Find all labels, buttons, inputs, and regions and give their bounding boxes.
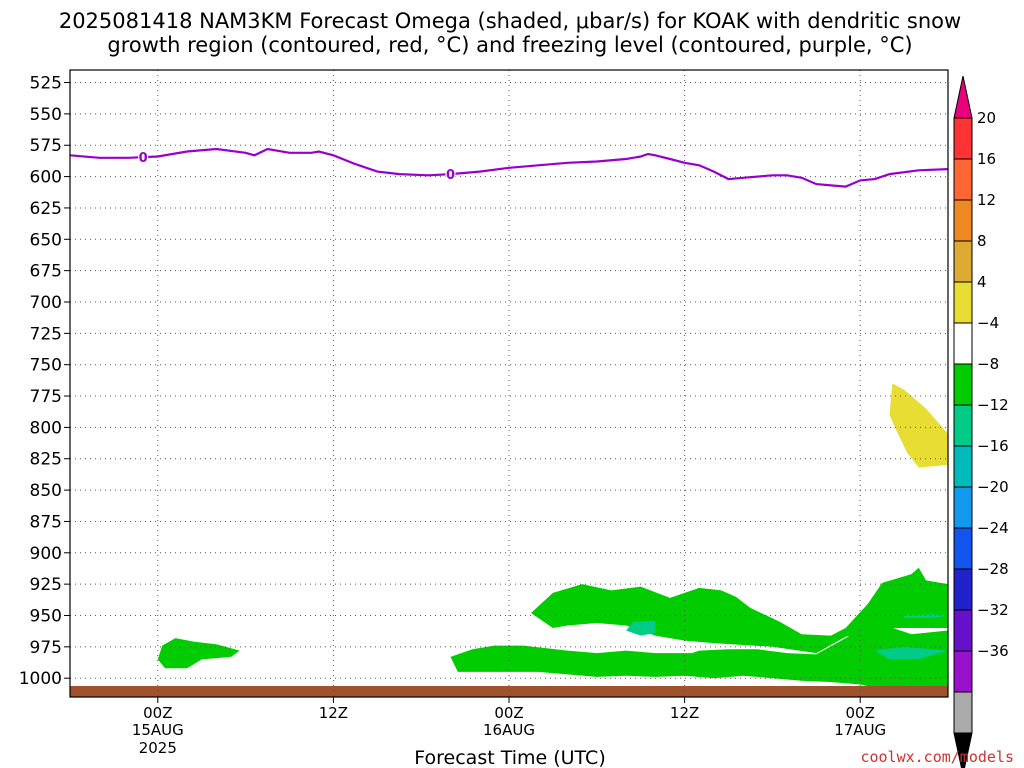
plot-frame bbox=[69, 69, 949, 698]
y-tick-label: 550 bbox=[30, 105, 62, 125]
y-tick-label: 525 bbox=[30, 74, 62, 94]
x-tick-year-label: 2025 bbox=[139, 739, 177, 757]
x-tick-date-label: 16AUG bbox=[483, 721, 535, 739]
x-tick-date-label: 17AUG bbox=[834, 721, 886, 739]
colorbar-label: −36 bbox=[977, 642, 1009, 660]
y-tick-label: 925 bbox=[30, 575, 62, 595]
colorbar-label: −8 bbox=[977, 355, 999, 373]
colorbar-label: 12 bbox=[977, 191, 996, 209]
colorbar-label: −32 bbox=[977, 601, 1009, 619]
terrain-strip bbox=[70, 686, 948, 697]
y-tick-label: 625 bbox=[30, 199, 62, 219]
plot-area: 00 bbox=[69, 69, 949, 698]
y-tick-label: 725 bbox=[30, 324, 62, 344]
omega-region-2 bbox=[531, 567, 948, 654]
y-tick-label: 800 bbox=[30, 418, 62, 438]
chart-title-line2: growth region (contoured, red, °C) and f… bbox=[107, 33, 912, 57]
y-tick-label: 850 bbox=[30, 481, 62, 501]
colorbar-segment bbox=[953, 158, 973, 201]
freezing-level-label: 0 bbox=[139, 151, 148, 166]
colorbar-label: −28 bbox=[977, 560, 1009, 578]
chart-title-line1: 2025081418 NAM3KM Forecast Omega (shaded… bbox=[59, 9, 961, 33]
y-tick-label: 975 bbox=[30, 638, 62, 658]
omega-region-0 bbox=[157, 638, 240, 669]
colorbar-segment bbox=[953, 691, 973, 734]
y-tick-label: 825 bbox=[30, 450, 62, 470]
colorbar-label: −4 bbox=[977, 314, 999, 332]
y-tick-label: 875 bbox=[30, 512, 62, 532]
colorbar-segment bbox=[953, 445, 973, 488]
x-tick-label: 00Z bbox=[846, 704, 875, 722]
x-axis-title: Forecast Time (UTC) bbox=[414, 747, 605, 768]
colorbar-label: −16 bbox=[977, 437, 1009, 455]
colorbar-label: −24 bbox=[977, 519, 1009, 537]
freezing-level-line bbox=[69, 147, 949, 188]
freezing-level-label-bg bbox=[445, 166, 456, 183]
freezing-level-label: 0 bbox=[446, 168, 455, 183]
y-tick-label: 775 bbox=[30, 387, 62, 407]
colorbar-top-tip bbox=[953, 75, 973, 119]
omega-region-1 bbox=[450, 621, 948, 691]
colorbar-segment bbox=[953, 527, 973, 570]
colorbar-segment bbox=[953, 486, 973, 529]
colorbar-segment bbox=[953, 609, 973, 652]
credit-text: coolwx.com/models bbox=[860, 748, 1014, 766]
x-tick-label: 12Z bbox=[670, 704, 699, 722]
colorbar-segment bbox=[953, 650, 973, 693]
x-tick-label: 12Z bbox=[319, 704, 348, 722]
colorbar-segment bbox=[953, 117, 973, 160]
colorbar-segment bbox=[953, 363, 973, 406]
colorbar-segment bbox=[953, 568, 973, 611]
colorbar-label: 8 bbox=[977, 232, 987, 250]
omega-region-3 bbox=[874, 646, 948, 660]
y-tick-label: 575 bbox=[30, 136, 62, 156]
freezing-level-label-bg bbox=[138, 149, 149, 166]
colorbar-segment bbox=[953, 281, 973, 324]
x-tick-date-label: 15AUG bbox=[132, 721, 184, 739]
y-tick-label: 750 bbox=[30, 356, 62, 376]
y-tick-label: 900 bbox=[30, 544, 62, 564]
colorbar-bottom-tip bbox=[953, 732, 973, 768]
omega-region-4 bbox=[626, 620, 656, 636]
colorbar-label: 4 bbox=[977, 273, 987, 291]
omega-region-6 bbox=[889, 383, 948, 468]
colorbar-label: −20 bbox=[977, 478, 1009, 496]
x-tick-label: 00Z bbox=[143, 704, 172, 722]
y-tick-label: 700 bbox=[30, 293, 62, 313]
y-axis: 525 550 575 600 625 650 675 700 725 750 775 800 825 8… bbox=[19, 74, 70, 689]
colorbar-segment bbox=[953, 404, 973, 447]
y-tick-label: 950 bbox=[30, 606, 62, 626]
y-tick-label: 650 bbox=[30, 230, 62, 250]
colorbar-label: 16 bbox=[977, 150, 996, 168]
colorbar-segment bbox=[953, 199, 973, 242]
y-tick-label: 1000 bbox=[19, 669, 62, 689]
colorbar-segment bbox=[953, 322, 973, 365]
y-tick-label: 675 bbox=[30, 262, 62, 282]
colorbar-label: 20 bbox=[977, 109, 996, 127]
x-tick-label: 00Z bbox=[494, 704, 523, 722]
colorbar-label: −12 bbox=[977, 396, 1009, 414]
y-tick-label: 600 bbox=[30, 168, 62, 188]
omega-colorbar: 20 16 12 8 4 −4 −8 −12 −16 −20 −24 −28 −32 −36 bbox=[953, 75, 1009, 768]
colorbar-segment bbox=[953, 240, 973, 283]
